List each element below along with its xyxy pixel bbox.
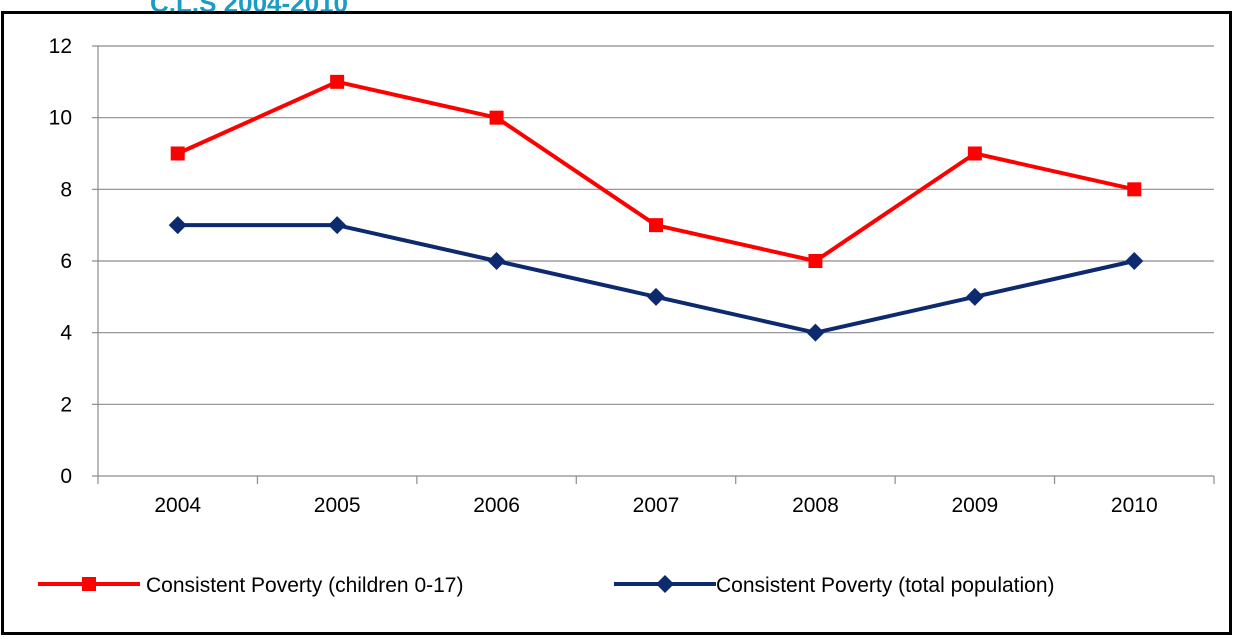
chart-frame xyxy=(1,11,1232,635)
gridlines xyxy=(98,45,1214,405)
legend-item-total-population: Consistent Poverty (total population) xyxy=(614,574,1055,597)
y-tick-label: 0 xyxy=(60,465,72,488)
legend-item-children: Consistent Poverty (children 0-17) xyxy=(38,574,463,597)
data-point-2006 xyxy=(487,252,506,270)
y-tick-label: 10 xyxy=(49,107,72,130)
data-point-2008 xyxy=(806,323,825,342)
y-tick-label: 2 xyxy=(60,393,72,416)
data-point-2005 xyxy=(328,216,347,235)
x-tick-label-2006: 2006 xyxy=(473,494,520,517)
legend-marker xyxy=(656,575,674,593)
x-tick-label-2010: 2010 xyxy=(1111,494,1158,517)
series-total-population xyxy=(168,216,1144,342)
series-line xyxy=(177,223,1135,335)
y-tick-labels: 0 2 4 6 8 10 12 xyxy=(49,35,73,488)
legend-label: Consistent Poverty (children 0-17) xyxy=(146,574,463,597)
data-point-2009 xyxy=(965,287,984,306)
data-point-2007 xyxy=(647,287,665,306)
data-point-2004 xyxy=(168,216,187,235)
data-point-2009 xyxy=(967,146,982,161)
y-tick-label: 12 xyxy=(49,35,72,58)
axes xyxy=(92,45,1215,484)
data-point-2005 xyxy=(330,74,345,89)
data-point-2010 xyxy=(1127,182,1142,197)
data-point-2007 xyxy=(649,218,663,233)
data-point-2010 xyxy=(1125,252,1144,270)
data-point-2006 xyxy=(489,110,504,125)
x-tick-labels: 2004 2005 2006 2007 2008 2009 2010 xyxy=(154,494,1157,517)
x-tick-label-2007: 2007 xyxy=(633,494,680,517)
legend-marker xyxy=(82,577,96,591)
y-tick-label: 8 xyxy=(60,178,72,201)
x-tick-label-2005: 2005 xyxy=(314,494,361,517)
y-tick-label: 6 xyxy=(60,250,72,273)
x-tick-label-2004: 2004 xyxy=(154,494,201,517)
series-line xyxy=(176,79,1135,263)
series-layer xyxy=(168,74,1144,342)
data-point-2008 xyxy=(808,254,823,268)
legend-label: Consistent Poverty (total population) xyxy=(716,574,1055,597)
x-tick-label-2009: 2009 xyxy=(951,494,998,517)
series-children xyxy=(170,74,1142,268)
y-tick-label: 4 xyxy=(60,322,72,345)
data-point-2004 xyxy=(170,146,185,161)
x-tick-label-2008: 2008 xyxy=(792,494,839,517)
legend: Consistent Poverty (children 0-17) Consis… xyxy=(38,574,1055,597)
